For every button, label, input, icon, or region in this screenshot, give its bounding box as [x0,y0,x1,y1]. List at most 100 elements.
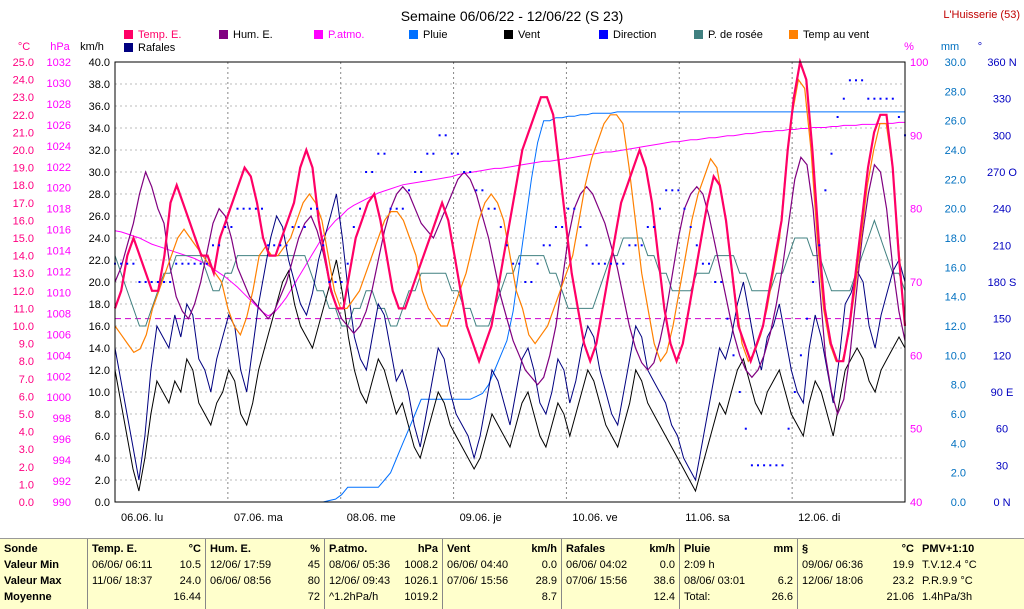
stats-cell: Rafales [566,543,606,555]
stats-cell [210,589,308,605]
direction-point [744,427,747,430]
tick-label: 12.0 [945,321,966,333]
stats-col: Hum. E.% 12/06/ 17:59 45 06/06/ 08:56 80 72 [206,539,325,609]
tick-label: 6.0 [95,431,110,443]
direction-point [812,281,815,283]
stats-value: 1026.1 [404,575,438,587]
x-tick-label: 07.06. ma [234,512,284,524]
stats-value: 12.4 [653,591,675,603]
stats-value: 72 [307,591,320,603]
direction-point [806,317,808,320]
legend: Temp. E. Hum. E. P.atmo. Pluie Vent Direction… [124,29,869,54]
tick-label: 1012 [47,267,71,279]
direction-point [505,244,508,247]
stats-cell: § [802,543,809,555]
series-humidite [114,156,906,416]
tick-label: 1008 [47,308,71,320]
direction-point [303,226,306,228]
direction-point [236,207,239,210]
legend-label: Temp. E. [138,29,181,41]
stats-cell: Total: [684,591,711,603]
stats-value: 0.0 [541,559,557,571]
direction-point [432,152,435,155]
legend-label: Rafales [138,42,176,54]
direction-point [205,262,208,265]
stats-cell-row: 12/06/ 17:59 45 [210,557,320,573]
tick-label: 17.0 [13,198,34,210]
tick-label: 10.0 [945,350,966,362]
pmv-line: 1.4hPa/3h [922,591,973,603]
tick-label: 26.0 [89,211,110,223]
tick-label: 19.0 [13,163,34,175]
stats-cell: 06/06/ 08:56 [210,575,272,587]
stats-cell-row: Vent km/h [447,541,557,557]
direction-point [469,171,472,173]
direction-point [487,207,490,210]
legend-swatch [219,30,228,39]
stats-col: Rafales km/h 06/06/ 04:02 0.0 07/06/ 15:56 38… [562,539,680,609]
direction-point [628,244,631,247]
stats-cell-row: 2:09 h [684,557,793,573]
stats-cell-row: 12/06/ 18:06 23.2 [802,573,914,589]
tick-label: 1024 [47,141,71,153]
stats-cell: 2:09 h [684,559,715,571]
direction-point [781,464,784,467]
stats-columns: Temp. E. °C 06/06/ 06:11 10.5 11/06/ 18:37 24… [88,539,918,609]
direction-point [867,97,870,100]
tick-label: 28.0 [945,86,966,98]
direction-point [230,226,233,228]
stats-cell-row: 06/06/ 04:40 0.0 [447,557,557,573]
legend-label: Vent [518,29,540,41]
direction-point [830,152,833,155]
direction-point [359,207,361,210]
pmv-line: P.R.9.9 °C [922,575,973,587]
stats-cell: P.atmo. [329,543,368,555]
tick-label: 14.0 [89,343,110,355]
stats-cell: 08/06/ 05:36 [329,559,391,571]
tick-label: 210 [993,240,1011,252]
tick-label: 18.0 [945,233,966,245]
tick-label: 4.0 [19,427,34,439]
tick-label: 1000 [47,392,71,404]
stats-cell-row: Rafales km/h [566,541,675,557]
legend-label: P.atmo. [328,29,365,41]
direction-point [316,207,319,210]
tick-label: 998 [53,413,71,425]
plot-frame [114,61,906,503]
stats-value: 1019.2 [404,591,438,603]
direction-point [732,354,735,357]
direction-point [726,317,729,320]
tick-label: 32.0 [89,145,110,157]
legend-label: Temp au vent [803,29,869,41]
stats-cell-row: Temp. E. °C [92,541,201,557]
legend-swatch [314,30,323,39]
stats-cell-row: 08/06/ 03:01 6.2 [684,573,793,589]
stats-value: 19.9 [892,559,914,571]
direction-point [708,262,710,265]
stats-cell: 12/06/ 18:06 [802,575,864,587]
stats-label: Valeur Min [4,559,60,571]
stats-cell-row: 12/06/ 09:43 1026.1 [329,573,438,589]
tick-label: 80 [910,204,922,216]
direction-point [512,262,515,265]
tick-label: 24.0 [945,145,966,157]
stats-value: 10.5 [179,559,201,571]
tick-label: 13.0 [13,268,34,280]
legend-swatch [409,30,418,39]
tick-label: 30 [996,460,1008,472]
direction-point [701,262,704,265]
tick-label: 90 [910,130,922,142]
tick-label: 20.0 [945,204,966,216]
tick-label: 2.0 [95,475,110,487]
axis-unit: °C [18,41,30,53]
axis-unit: mm [941,41,959,53]
tick-label: 20.0 [89,277,110,289]
tick-label: 16.0 [13,215,34,227]
stats-cell-row: 06/06/ 08:56 80 [210,573,320,589]
tick-label: 36.0 [89,101,110,113]
direction-point [395,207,398,210]
stats-cell-row: P.atmo. hPa [329,541,438,557]
direction-point [322,244,325,247]
direction-point [187,262,190,265]
direction-point [579,226,582,228]
